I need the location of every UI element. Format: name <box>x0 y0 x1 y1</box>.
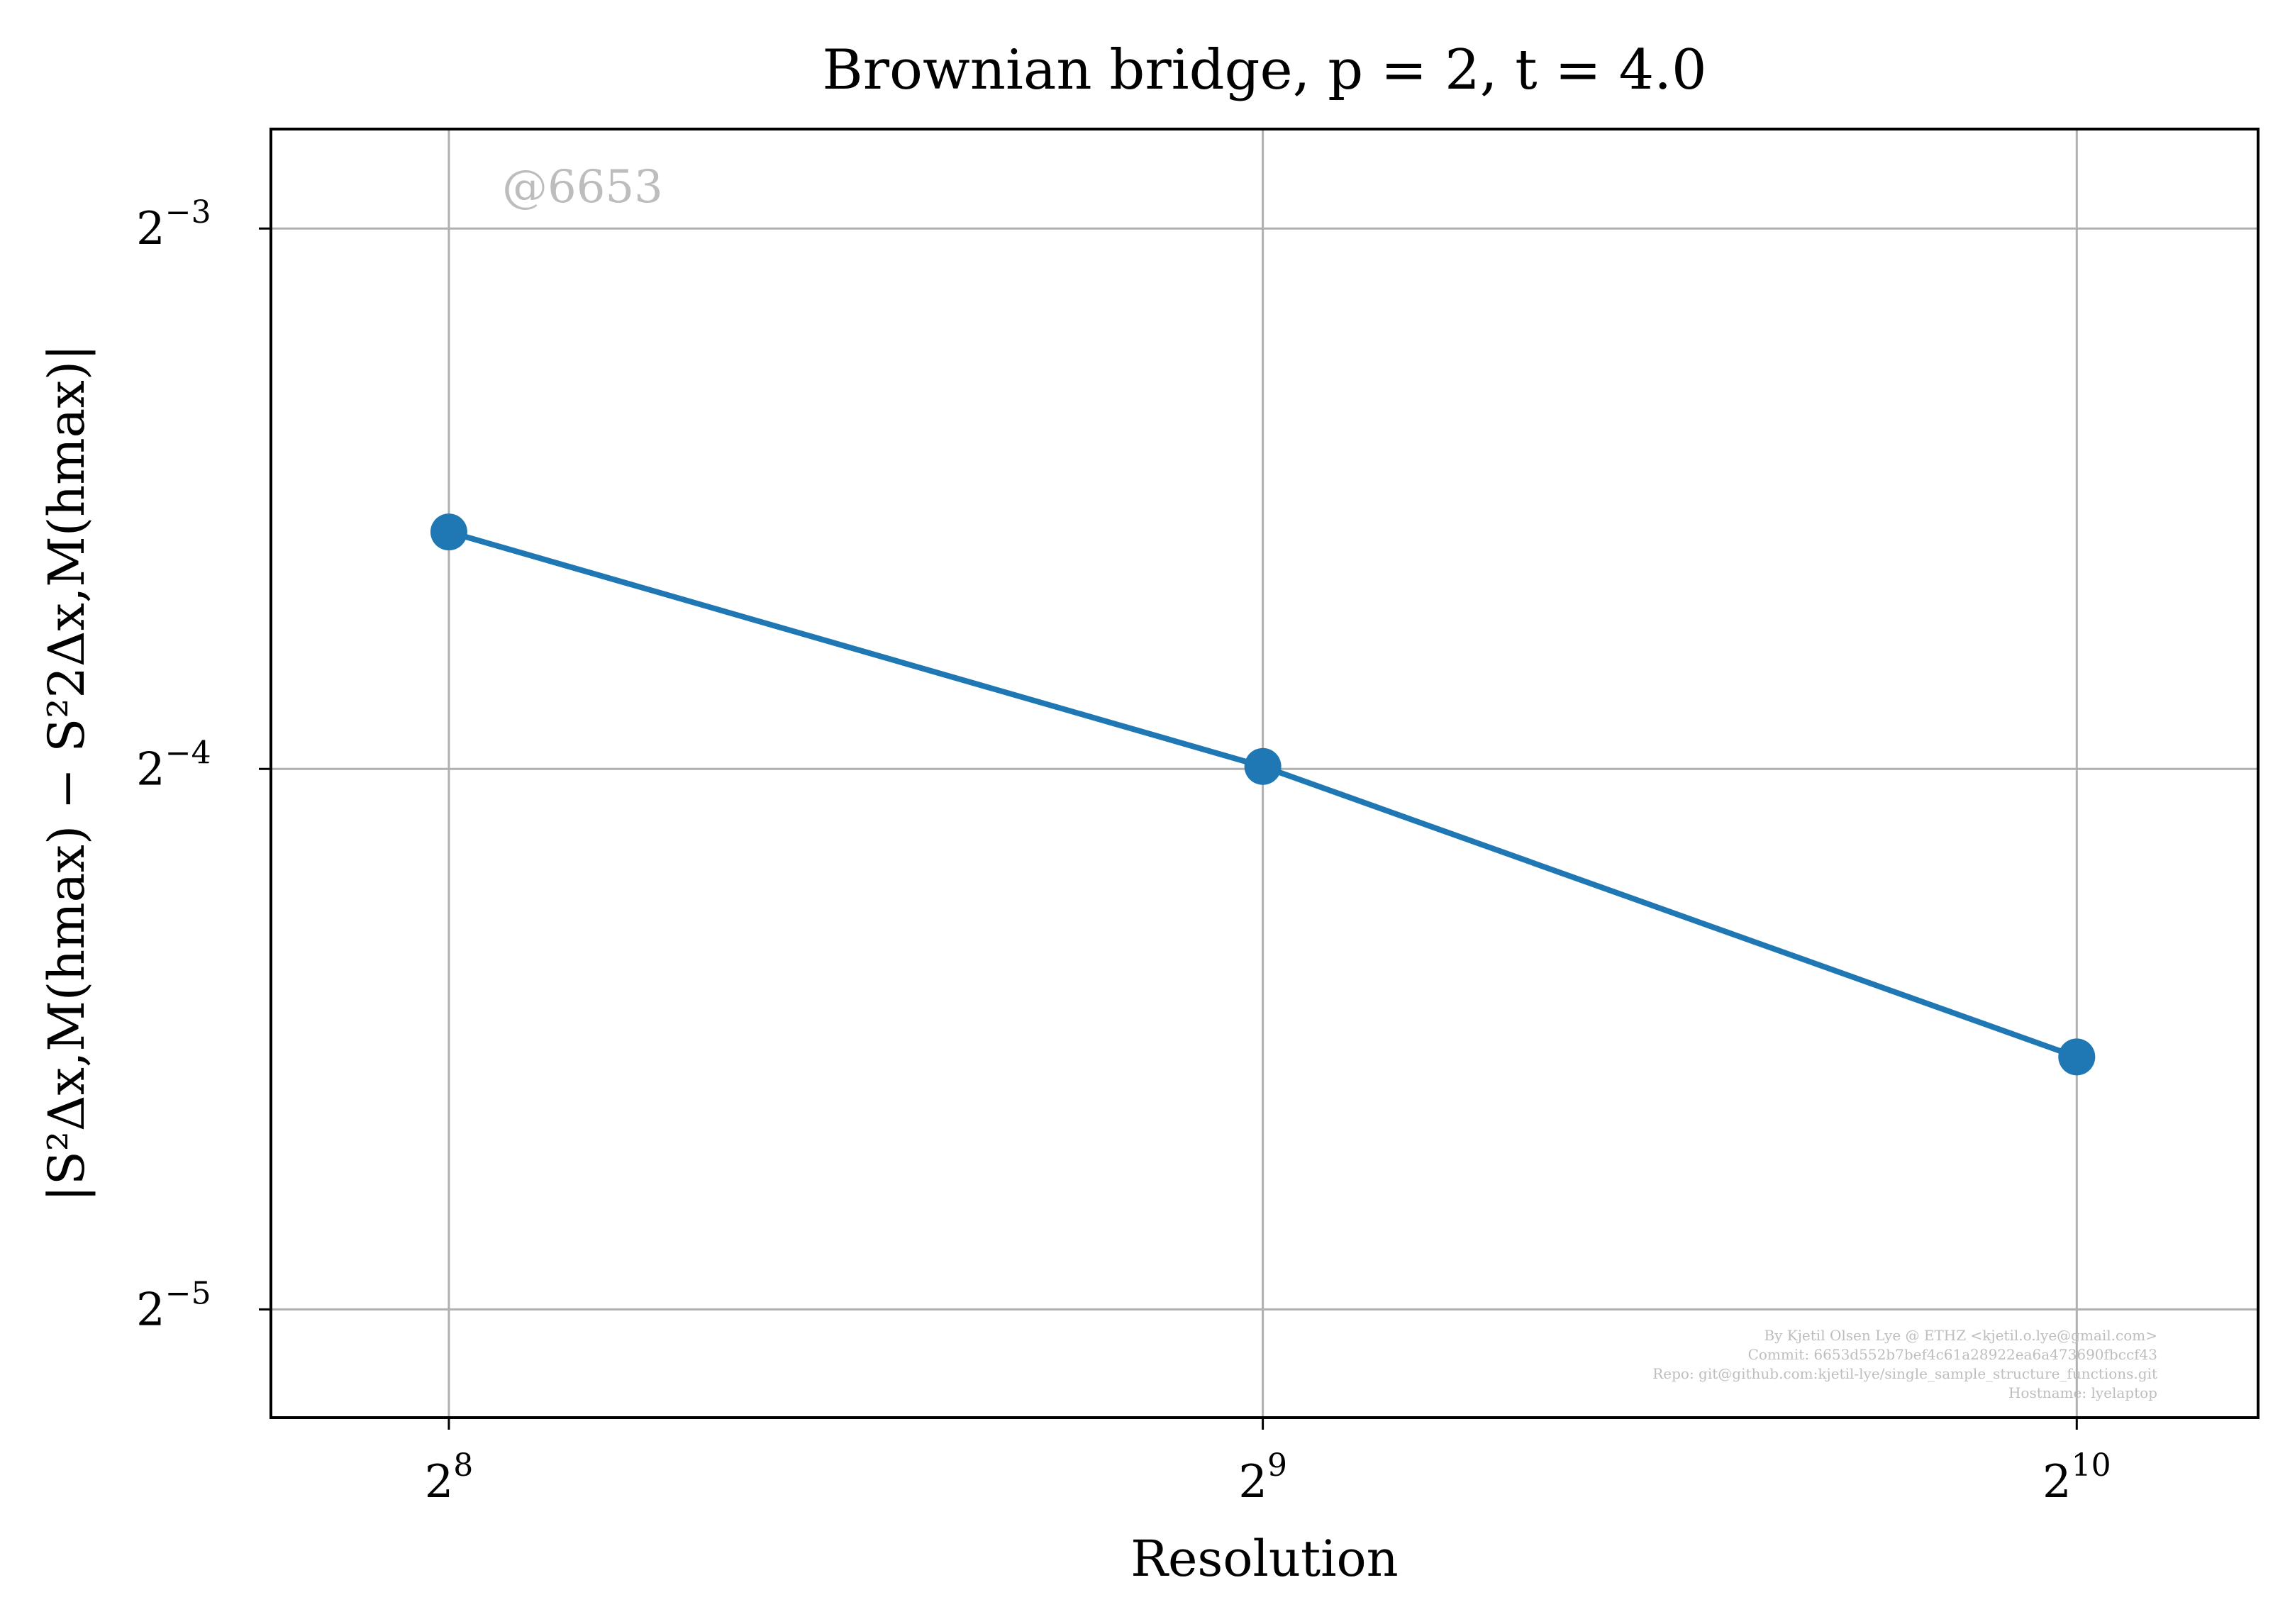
y-tick-label: 2−3 <box>136 194 211 255</box>
series-layer <box>430 513 2096 1076</box>
y-axis: 2−3 2−4 2−5 <box>136 194 271 1336</box>
y-axis-label: |S²Δx,M(hmax) − S²2Δx,M(hmax)| <box>38 344 96 1201</box>
data-point <box>430 513 467 551</box>
x-axis-label: Resolution <box>1130 1530 1398 1588</box>
y-tick-label: 2−5 <box>136 1275 211 1336</box>
footer-line: Repo: git@github.com:kjetil-lye/single_s… <box>1652 1365 2157 1382</box>
provenance-footer: By Kjetil Olsen Lye @ ETHZ <kjetil.o.lye… <box>1652 1327 2157 1401</box>
chart-title: Brownian bridge, p = 2, t = 4.0 <box>822 38 1706 102</box>
footer-line: By Kjetil Olsen Lye @ ETHZ <kjetil.o.lye… <box>1764 1327 2157 1344</box>
y-tick-label: 2−4 <box>136 735 211 796</box>
footer-line: Commit: 6653d552b7bef4c61a28922ea6a47369… <box>1748 1346 2157 1363</box>
data-point <box>1244 747 1282 785</box>
x-axis: 28 29 210 <box>425 1418 2111 1508</box>
x-tick-label: 210 <box>2042 1447 2111 1508</box>
plot-frame <box>269 128 2260 1419</box>
watermark: @6653 <box>502 161 663 213</box>
data-point <box>2058 1038 2096 1076</box>
footer-line: Hostname: lyelaptop <box>2008 1384 2157 1401</box>
x-tick-label: 28 <box>425 1447 474 1508</box>
x-tick-label: 29 <box>1238 1447 1287 1508</box>
